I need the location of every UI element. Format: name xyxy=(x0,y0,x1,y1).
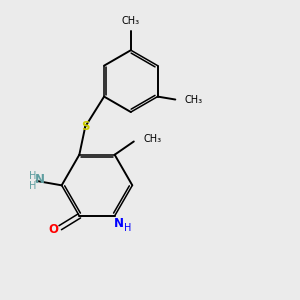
Text: CH₃: CH₃ xyxy=(122,16,140,26)
Text: N: N xyxy=(114,218,124,230)
Text: N: N xyxy=(34,173,45,186)
Text: S: S xyxy=(81,120,89,133)
Text: H: H xyxy=(29,171,37,181)
Text: CH₃: CH₃ xyxy=(185,94,203,104)
Text: H: H xyxy=(124,223,132,233)
Text: H: H xyxy=(29,181,37,191)
Text: CH₃: CH₃ xyxy=(143,134,161,144)
Text: O: O xyxy=(49,223,59,236)
